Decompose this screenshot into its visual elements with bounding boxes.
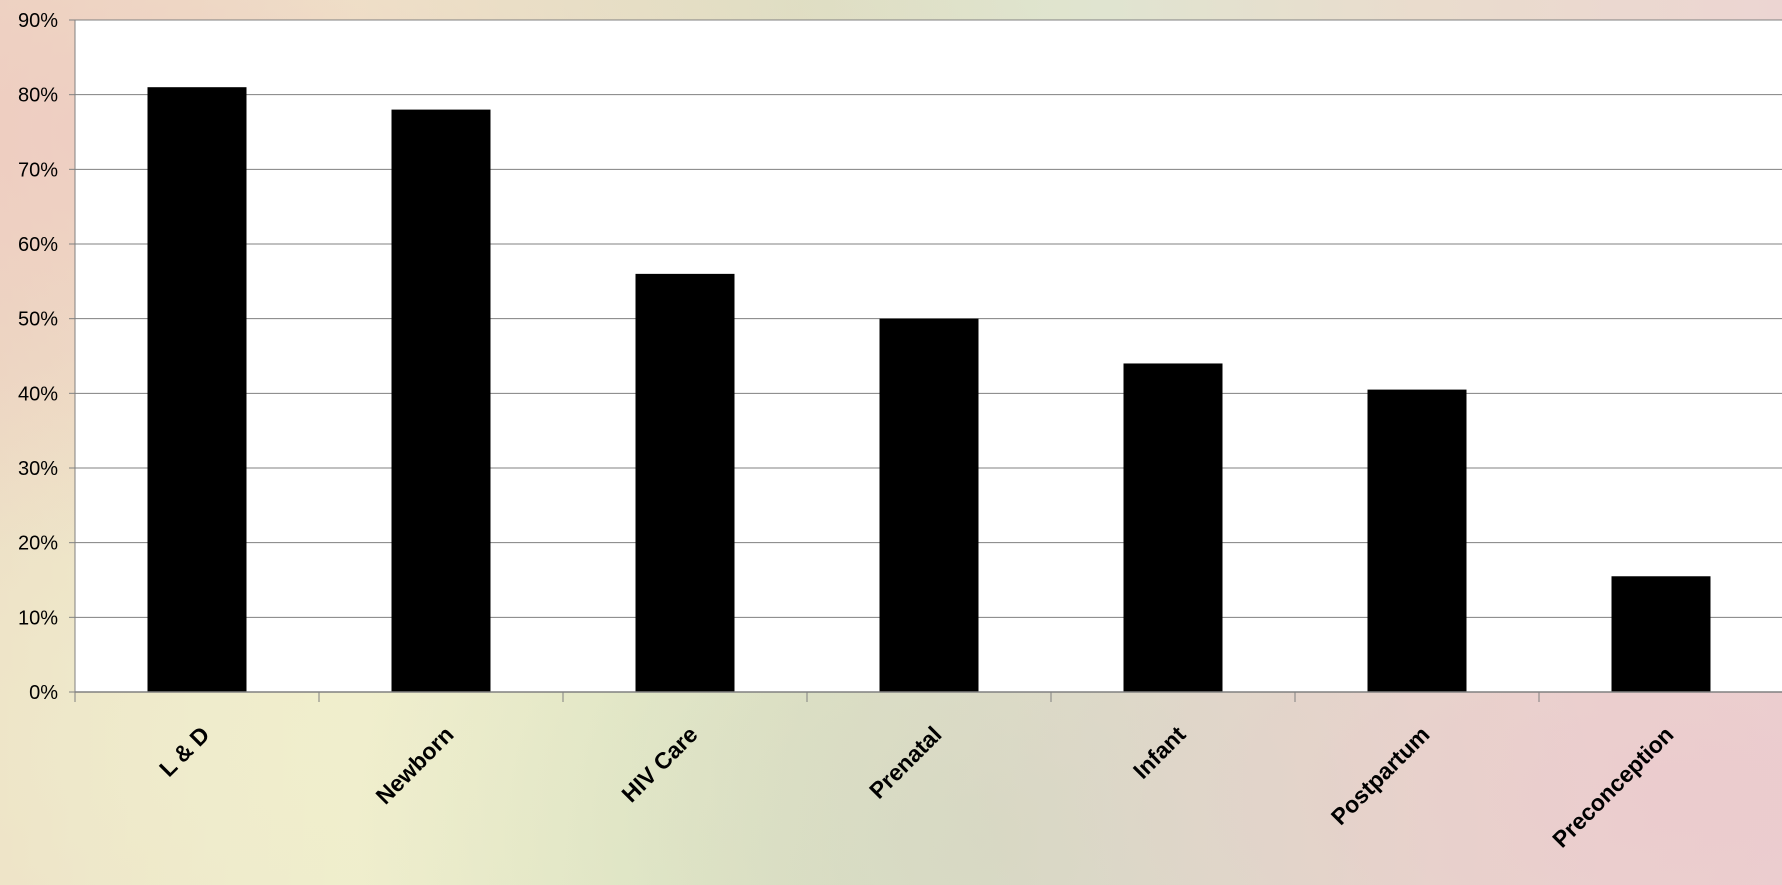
x-category-label: Preconception — [1547, 721, 1678, 852]
y-tick-label: 40% — [18, 383, 58, 405]
x-category-label: Postpartum — [1326, 721, 1435, 830]
y-tick-label: 0% — [29, 682, 58, 704]
y-tick-label: 30% — [18, 458, 58, 480]
y-tick-label: 60% — [18, 234, 58, 256]
y-tick-label: 20% — [18, 533, 58, 555]
y-tick-label: 10% — [18, 607, 58, 629]
bar-preconception — [1611, 576, 1711, 692]
x-category-label: HIV Care — [616, 721, 702, 807]
bar-postpartum — [1367, 389, 1467, 692]
x-category-label: L & D — [154, 721, 215, 782]
bar-newborn — [391, 109, 491, 693]
x-category-label: Prenatal — [864, 721, 947, 804]
bar-prenatal — [879, 318, 979, 692]
y-tick-label: 90% — [18, 10, 58, 32]
bar-l-d — [147, 87, 247, 692]
y-axis-tick-labels: 0% 10% 20% 30% 40% 50% 60% 70% 80% 90% — [18, 10, 58, 704]
bar-hiv-care — [635, 273, 735, 692]
y-tick-label: 50% — [18, 309, 58, 331]
y-tick-label: 80% — [18, 85, 58, 107]
y-tick-label: 70% — [18, 159, 58, 181]
x-category-label: Newborn — [371, 721, 459, 809]
axes — [69, 19, 1782, 702]
bar-infant — [1123, 363, 1223, 692]
x-category-label: Infant — [1128, 721, 1191, 784]
x-axis-category-labels: L & D Newborn HIV Care Prenatal Infant Postpa… — [154, 721, 1679, 853]
bars — [147, 87, 1711, 693]
